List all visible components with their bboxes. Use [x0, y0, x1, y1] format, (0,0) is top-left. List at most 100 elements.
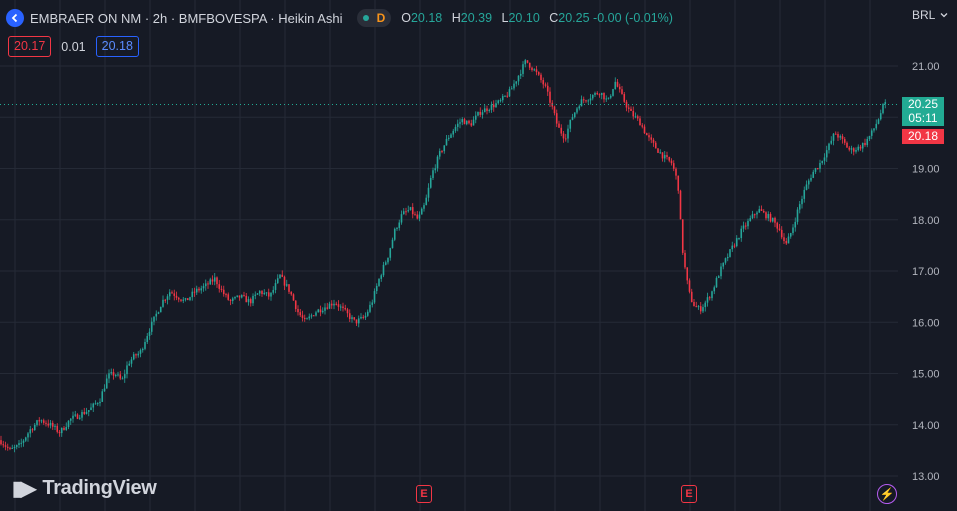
candle-body	[623, 94, 626, 102]
candle-body	[771, 217, 774, 222]
candle-body	[765, 212, 767, 219]
candle-body	[427, 187, 430, 198]
candle-body	[245, 295, 248, 303]
candle-body	[155, 313, 158, 317]
arrow-left-icon[interactable]	[6, 9, 24, 27]
candle-body	[110, 372, 113, 374]
quote-row: 20.17 0.01 20.18	[8, 36, 139, 57]
candle-body	[69, 418, 72, 421]
candle-body	[576, 108, 578, 113]
candle-body	[616, 81, 619, 87]
candle-body	[218, 284, 221, 289]
candle-body	[288, 284, 290, 292]
delayed-badge: D	[376, 11, 386, 25]
candle-body	[231, 298, 234, 301]
candle-body	[612, 89, 614, 96]
ohlc-key: H	[451, 11, 461, 25]
candle-body	[56, 425, 59, 432]
candle-body	[558, 123, 560, 128]
candle-body	[526, 60, 529, 63]
lightning-icon[interactable]: ⚡	[877, 484, 897, 504]
candle-body	[454, 126, 457, 131]
candle-body	[265, 292, 268, 294]
candle-body	[868, 135, 871, 139]
candle-body	[328, 303, 331, 309]
candle-body	[362, 316, 365, 318]
candle-body	[693, 302, 695, 307]
candle-body	[369, 304, 371, 312]
price-tick-label: 21.00	[912, 61, 940, 73]
candle-body	[760, 209, 763, 212]
candle-body	[830, 140, 833, 144]
candle-body	[249, 299, 252, 304]
candle-body	[510, 88, 513, 90]
candle-body	[488, 109, 491, 111]
candle-body	[594, 92, 596, 95]
candle-body	[794, 221, 797, 228]
candle-body	[452, 130, 455, 135]
candle-body	[850, 148, 853, 150]
candle-body	[564, 138, 567, 140]
candle-body	[236, 295, 239, 297]
candle-body	[4, 445, 7, 447]
candle-body	[285, 284, 288, 286]
candle-body	[839, 136, 842, 138]
candle-body	[598, 94, 601, 96]
candle-body	[805, 184, 808, 190]
symbol-title[interactable]: EMBRAER ON NM · 2h · BMFBOVESPA · Heikin…	[30, 10, 343, 26]
candle-body	[706, 297, 709, 303]
candle-body	[204, 283, 207, 287]
earnings-event-marker[interactable]: E	[681, 485, 697, 503]
candle-body	[207, 283, 209, 285]
candle-body	[668, 156, 671, 161]
candle-body	[834, 133, 837, 135]
candle-body	[373, 291, 376, 303]
candle-body	[360, 316, 362, 319]
candle-body	[816, 168, 819, 170]
candle-body	[184, 298, 187, 300]
candle-body	[247, 299, 250, 303]
sell-button[interactable]: 20.17	[8, 36, 52, 57]
candle-body	[371, 302, 374, 305]
tradingview-logo[interactable]: ▮▶ TradingView	[12, 476, 157, 501]
candle-body	[387, 257, 389, 263]
candle-body	[697, 306, 700, 308]
candle-body	[672, 163, 675, 169]
ohlc-value: 20.18	[410, 11, 443, 25]
low-price-tag: 20.18	[902, 129, 944, 144]
market-status[interactable]: D	[356, 9, 392, 27]
candle-body	[753, 214, 756, 216]
candle-body	[9, 447, 11, 449]
candle-body	[243, 295, 245, 297]
earnings-event-marker[interactable]: E	[416, 485, 432, 503]
candle-body	[499, 100, 502, 102]
candle-body	[483, 108, 486, 113]
candle-body	[96, 403, 99, 405]
ohlc-value: 20.25 -0.00 (-0.01%)	[558, 11, 673, 25]
candle-body	[643, 126, 646, 134]
candle-body	[571, 117, 574, 120]
candle-body	[391, 239, 394, 249]
candle-body	[843, 139, 846, 143]
candle-body	[315, 312, 317, 316]
candle-body	[78, 417, 81, 419]
candle-body	[578, 106, 581, 109]
buy-button[interactable]: 20.18	[95, 36, 139, 57]
candle-body	[36, 420, 38, 425]
candle-body	[463, 119, 466, 125]
candle-body	[695, 306, 698, 308]
tradingview-logo-icon: ▮▶	[12, 478, 36, 500]
candle-body	[603, 92, 605, 100]
ohlc-key: L	[501, 11, 509, 25]
candle-body	[690, 291, 693, 303]
candle-body	[51, 422, 54, 427]
candle-body	[366, 311, 369, 316]
candle-body	[103, 388, 106, 392]
candle-body	[20, 442, 23, 444]
currency-selector[interactable]: BRL	[912, 8, 949, 22]
candle-body	[497, 100, 500, 104]
candle-body	[283, 276, 286, 286]
candle-body	[479, 111, 482, 115]
candle-body	[326, 307, 329, 309]
